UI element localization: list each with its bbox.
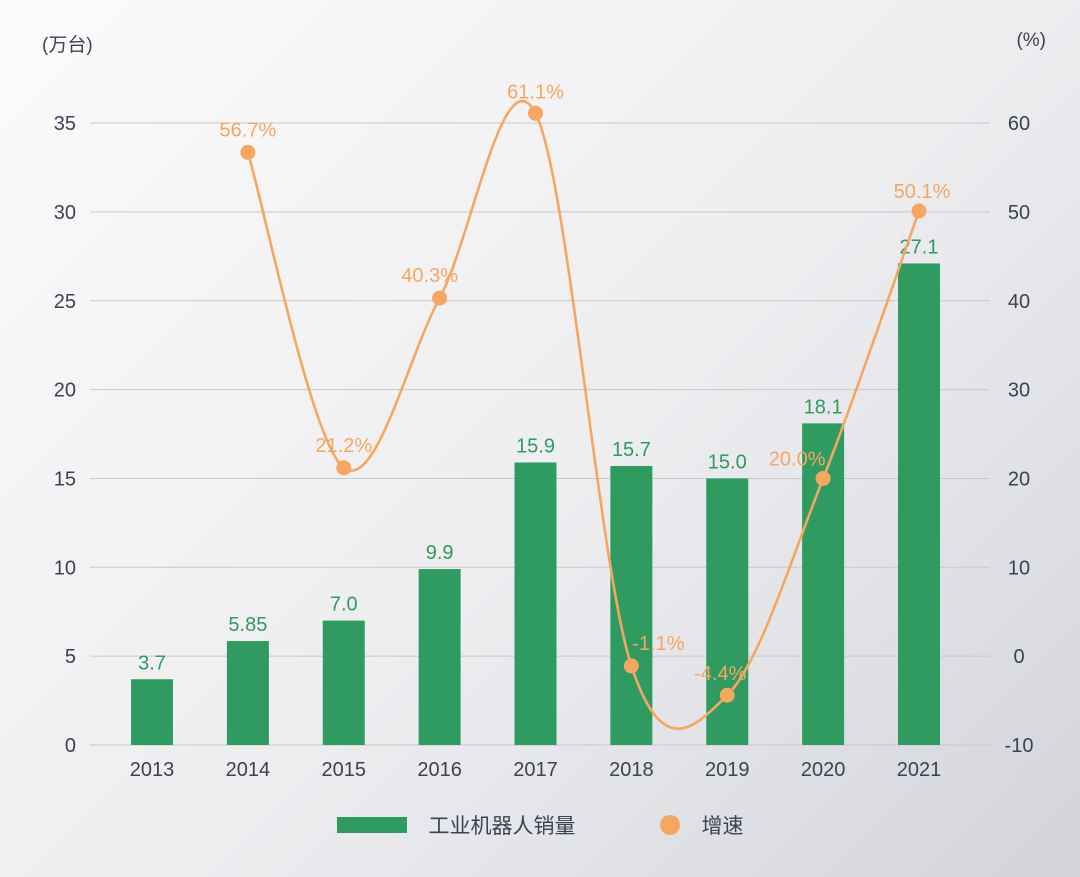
growth-value-label: 61.1% [507, 81, 564, 103]
bar [226, 641, 269, 745]
legend-item-growth: 增速 [659, 810, 744, 840]
data-point-marker [911, 203, 927, 219]
bar-value-label: 5.85 [228, 614, 267, 636]
growth-value-label: -1.1% [632, 633, 684, 655]
bar-value-label: 18.1 [804, 396, 843, 418]
data-point-marker [432, 290, 448, 306]
left-axis-tick-label: 5 [65, 646, 76, 668]
x-axis-year-label: 2019 [705, 759, 750, 781]
bar-value-label: 7.0 [330, 594, 358, 616]
bar [898, 263, 940, 745]
bar-value-label: 15.9 [516, 435, 555, 457]
growth-value-label: 50.1% [894, 181, 951, 203]
right-axis-tick-label: 0 [1013, 646, 1024, 668]
right-axis-tick-label: 30 [1008, 380, 1030, 402]
right-axis-unit-label: (%) [1016, 30, 1046, 51]
growth-value-label: -4.4% [694, 663, 746, 685]
growth-value-label: 40.3% [401, 265, 458, 287]
legend: 工业机器人销量 增速 [0, 810, 1080, 840]
bar-series-legend-label: 工业机器人销量 [428, 815, 576, 838]
bar-value-label: 3.7 [138, 652, 166, 674]
bar [514, 462, 557, 745]
right-axis-tick-label: 50 [1008, 202, 1030, 224]
right-axis-tick-label: 20 [1008, 468, 1030, 490]
bar-value-label: 15.0 [708, 451, 747, 473]
left-axis-tick-label: 30 [54, 202, 76, 224]
right-axis-tick-label: 40 [1008, 291, 1030, 313]
right-axis-tick-label: 10 [1008, 557, 1030, 579]
x-axis-year-label: 2021 [897, 759, 942, 781]
bar-series-swatch-icon [336, 817, 407, 833]
left-axis-tick-label: 0 [65, 735, 76, 757]
line-series-legend-label: 增速 [701, 815, 744, 838]
left-axis-tick-label: 20 [54, 380, 76, 402]
data-point-marker [336, 460, 352, 476]
growth-value-label: 20.0% [769, 448, 826, 470]
bar [706, 478, 749, 745]
x-axis-year-label: 2016 [417, 759, 462, 781]
bar [418, 569, 461, 745]
data-point-marker [719, 687, 735, 703]
data-point-marker [815, 470, 831, 486]
left-axis-tick-label: 15 [54, 468, 76, 490]
x-axis-year-label: 2013 [130, 759, 175, 781]
x-axis-year-label: 2018 [609, 759, 654, 781]
data-point-marker [240, 144, 256, 160]
bar-value-label: 15.7 [612, 439, 651, 461]
left-axis-unit-label: (万台) [42, 35, 93, 56]
x-axis-year-label: 2017 [513, 759, 558, 781]
data-point-marker [623, 658, 639, 674]
left-axis-tick-label: 10 [54, 557, 76, 579]
legend-item-sales: 工业机器人销量 [336, 810, 576, 840]
bar [131, 679, 173, 745]
x-axis-year-label: 2014 [226, 759, 271, 781]
line-series-swatch-icon [659, 815, 680, 835]
right-axis-tick-label: -10 [1005, 735, 1034, 757]
left-axis-tick-label: 25 [54, 291, 76, 313]
x-axis-year-label: 2015 [322, 759, 367, 781]
left-axis-tick-label: 35 [54, 113, 76, 135]
growth-value-label: 21.2% [315, 435, 372, 457]
right-axis-tick-label: 60 [1008, 113, 1030, 135]
growth-value-label: 56.7% [220, 119, 277, 141]
data-point-marker [528, 105, 543, 121]
x-axis-year-label: 2020 [801, 759, 846, 781]
bar-value-label: 9.9 [426, 542, 454, 564]
bar [322, 620, 365, 745]
